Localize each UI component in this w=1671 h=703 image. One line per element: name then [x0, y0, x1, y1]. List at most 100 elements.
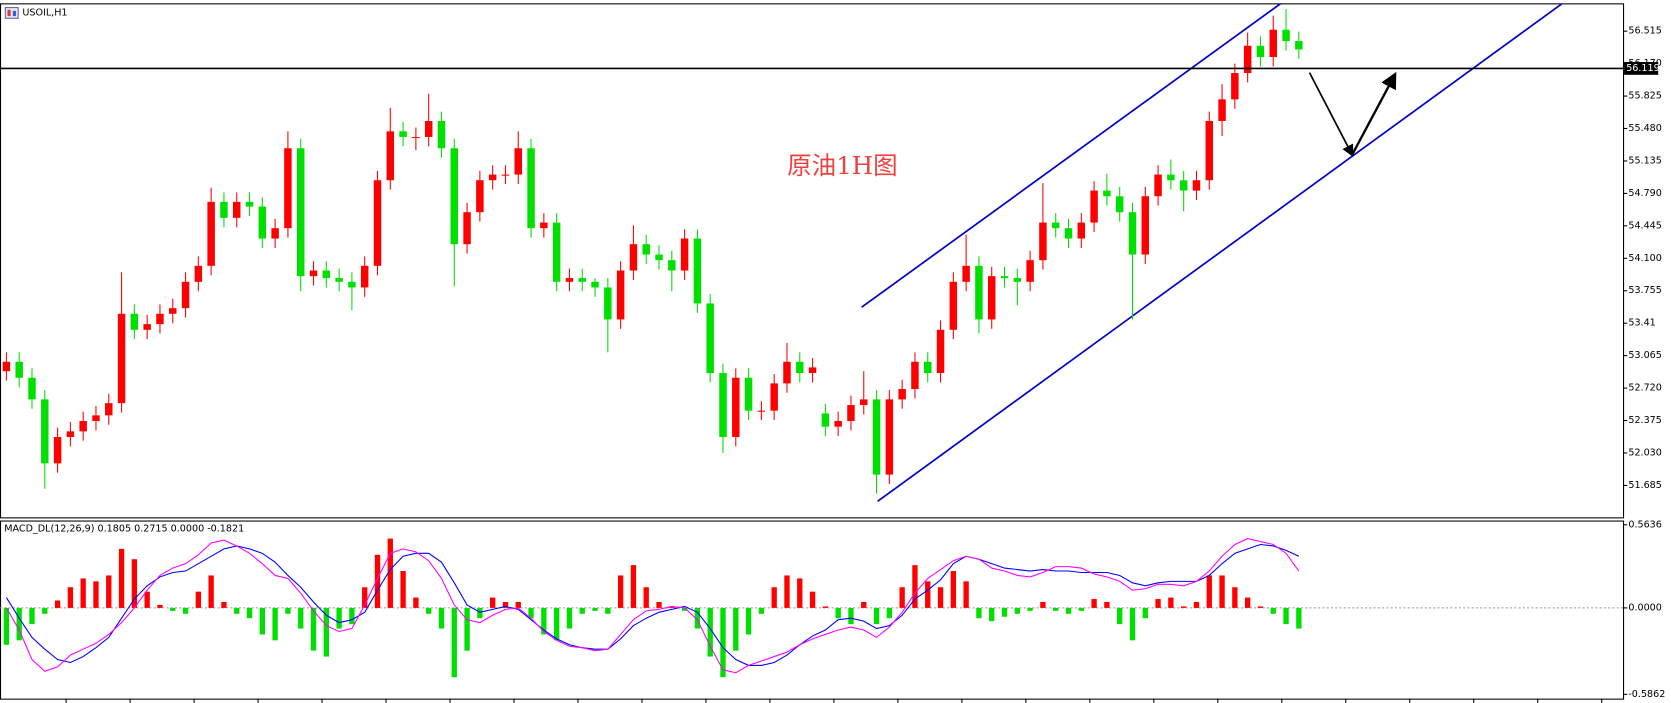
macd-bar [822, 606, 829, 608]
candle-body [41, 399, 49, 464]
candle-body [885, 399, 894, 475]
candle-body [808, 367, 817, 374]
candle-body [1051, 222, 1060, 229]
macd-bar [131, 559, 138, 608]
candle-body [399, 131, 407, 137]
macd-bar [118, 548, 125, 608]
macd-bar [605, 607, 611, 614]
y-tick-label: 54.790 [1628, 188, 1662, 199]
macd-bar [29, 607, 35, 625]
macd-bar [1270, 607, 1276, 614]
candles [2, 9, 1303, 494]
candle-body [207, 201, 215, 266]
candle-body [744, 377, 753, 411]
macd-bar [1155, 599, 1161, 608]
y-tick-label: 54.445 [1628, 220, 1662, 231]
channel-lower [877, 3, 1564, 503]
candle-body [258, 206, 267, 239]
candle-body [616, 270, 625, 320]
candle-body [552, 222, 561, 282]
macd-bar [656, 601, 662, 608]
candle-body [79, 421, 87, 432]
macd-bar [899, 587, 905, 608]
candle-body [514, 148, 522, 175]
macd-bar [67, 587, 74, 608]
candle-body [373, 180, 382, 266]
candle-body [501, 174, 510, 176]
y-tick-label: 53.41 [1628, 318, 1655, 329]
macd-bar [1027, 607, 1033, 611]
y-tick-label: 0.5636 [1628, 519, 1662, 530]
macd-bar [1168, 597, 1174, 608]
candle-body [1090, 190, 1098, 223]
macd-bar [3, 607, 10, 645]
macd-bar [1219, 575, 1225, 608]
candle-body [181, 281, 190, 309]
macd-bar [144, 591, 150, 608]
candle-body [629, 244, 638, 271]
macd-bar [771, 587, 777, 608]
macd-bar [234, 607, 240, 614]
macd-bar [733, 607, 739, 651]
y-tick-label: 53.065 [1628, 350, 1662, 361]
macd-bar [809, 591, 816, 608]
candle-body [169, 308, 177, 314]
candle-body [962, 265, 970, 282]
candle-body [412, 136, 420, 139]
symbol-icon [4, 7, 19, 19]
macd-bar [451, 607, 457, 678]
macd-bar [1065, 607, 1072, 614]
macd-bar [848, 607, 854, 625]
candle-body [1256, 45, 1265, 58]
candle-body [680, 238, 689, 271]
price-label: 56.119 [1626, 63, 1660, 74]
macd-bar [950, 571, 956, 608]
candle-body [591, 281, 599, 288]
drawings [861, 3, 1564, 503]
macd-bar [426, 607, 432, 614]
macd-bar [592, 607, 598, 611]
macd-bar [1257, 606, 1264, 608]
candle-body [437, 120, 446, 149]
macd-bar [835, 607, 841, 619]
candle-body [834, 421, 842, 427]
candle-body [1103, 190, 1111, 197]
macd-bar [246, 607, 253, 619]
macd-bar [80, 578, 86, 608]
macd-bar [259, 607, 265, 635]
channel-upper [861, 3, 1283, 308]
candle-body [348, 281, 356, 288]
candle-body [924, 361, 932, 374]
candle-body [1128, 212, 1137, 255]
candle-body [143, 324, 151, 330]
macd-bar [413, 597, 419, 608]
macd-bar [937, 587, 944, 608]
macd-bar [1296, 607, 1302, 629]
candle-body [28, 377, 36, 400]
signal-line [5, 538, 1300, 674]
macd-bar [1129, 607, 1136, 641]
macd-bar [630, 565, 637, 608]
candle-body [1000, 276, 1009, 279]
macd-bar [1117, 607, 1123, 625]
candle-body [1026, 260, 1034, 282]
arrow-down [1308, 72, 1354, 157]
macd-bar [541, 607, 547, 635]
arrow-up [1351, 71, 1397, 156]
candle-body [1115, 196, 1124, 213]
macd-bar [1091, 599, 1097, 608]
chart-title: USOIL,H1 [22, 7, 67, 18]
candle-body [1243, 45, 1252, 74]
candle-body [1205, 120, 1213, 181]
y-tick-label: 51.685 [1628, 480, 1662, 491]
macd-line [5, 543, 1300, 666]
candle-body [783, 361, 791, 384]
candle-body [309, 270, 318, 277]
macd-bar [1193, 601, 1200, 608]
candle-body [271, 228, 279, 239]
candle-body [66, 431, 75, 438]
y-tick-label: -0.5862 [1628, 689, 1665, 700]
macd-bar [1181, 606, 1187, 608]
candle-body [668, 260, 676, 271]
